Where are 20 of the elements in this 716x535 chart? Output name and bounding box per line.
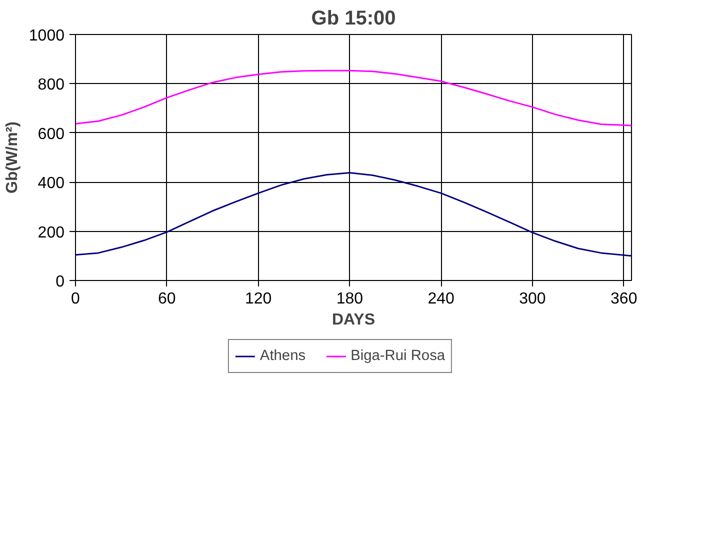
- legend-label: Biga-Rui Rosa: [350, 348, 446, 364]
- x-tick-label: 360: [610, 290, 638, 308]
- x-tick-label: 300: [519, 290, 546, 308]
- x-tick-label: 180: [336, 290, 364, 308]
- y-tick-label: 800: [38, 76, 65, 94]
- line-series: [76, 172, 632, 257]
- x-tick-label: 120: [244, 290, 272, 308]
- legend-label: Athens: [260, 348, 306, 364]
- x-tick-label: 0: [71, 290, 80, 308]
- y-axis-title: Gb(W/m²): [4, 122, 21, 194]
- y-tick-label: 600: [38, 126, 65, 143]
- line-series: [76, 70, 632, 126]
- y-tick-label: 0: [56, 274, 65, 290]
- x-axis-title: DAYS: [332, 312, 376, 328]
- y-tick-label: 200: [38, 224, 65, 242]
- x-tick-label: 60: [158, 290, 176, 308]
- y-tick-label: 400: [38, 175, 65, 192]
- y-tick-label: 1000: [28, 28, 65, 44]
- chart-title: Gb 15:00: [311, 8, 396, 30]
- x-tick-label: 240: [428, 290, 455, 308]
